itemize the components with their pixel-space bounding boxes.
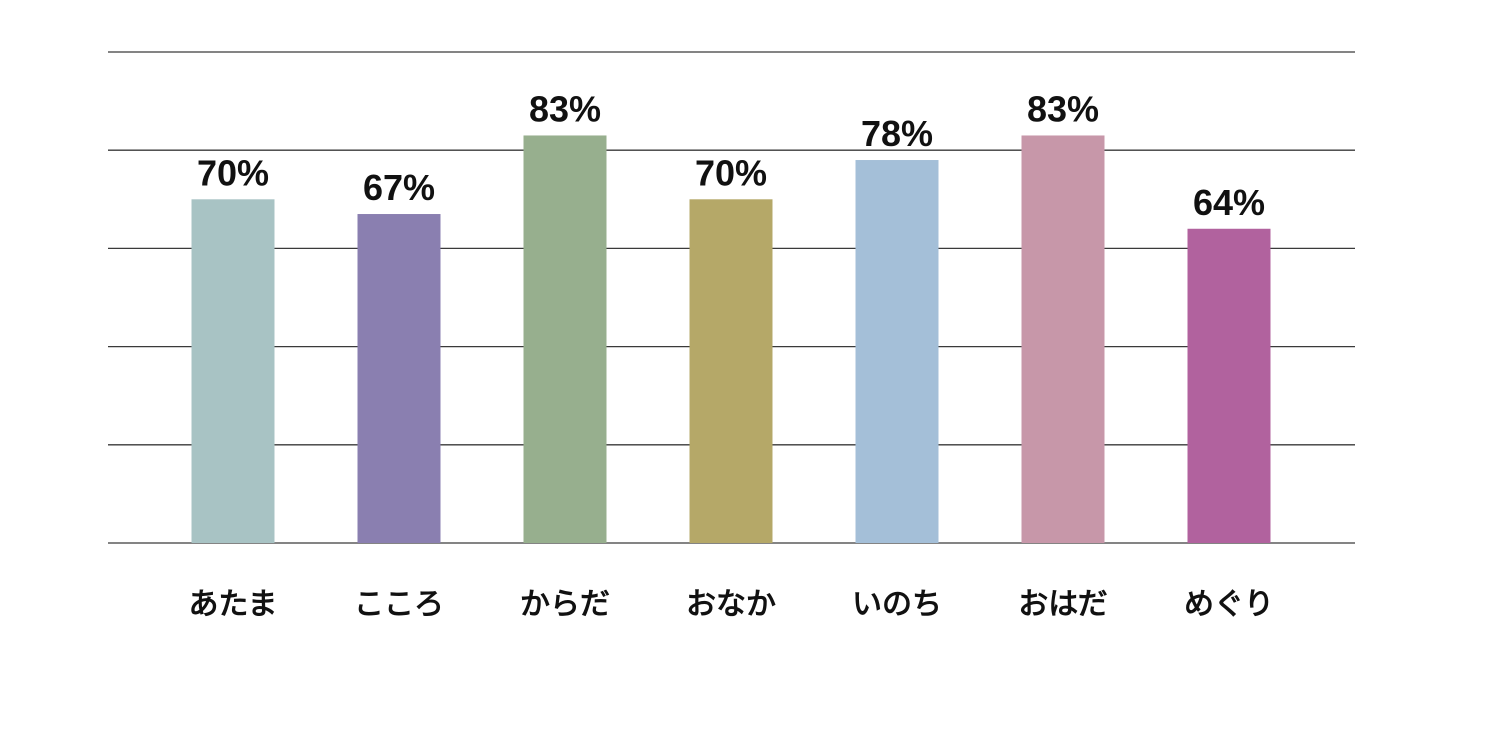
bar-4 bbox=[689, 199, 773, 544]
value-label-6: 83% bbox=[1027, 88, 1099, 129]
value-label-2: 67% bbox=[363, 167, 435, 208]
bar-2 bbox=[357, 214, 441, 543]
bars bbox=[191, 135, 1271, 544]
category-label-6: おはだ bbox=[1018, 587, 1107, 622]
category-label-1: あたま bbox=[188, 587, 277, 622]
bar-6 bbox=[1021, 135, 1105, 543]
category-label-5: いのち bbox=[852, 587, 942, 622]
bar-5 bbox=[855, 160, 939, 543]
value-label-5: 78% bbox=[861, 113, 933, 154]
category-label-3: からだ bbox=[520, 587, 610, 622]
category-label-4: おなか bbox=[686, 587, 776, 622]
bar-7 bbox=[1187, 228, 1271, 543]
value-label-4: 70% bbox=[695, 152, 767, 193]
value-label-3: 83% bbox=[529, 88, 601, 129]
category-label-2: こころ bbox=[354, 587, 444, 622]
bar-3 bbox=[523, 135, 607, 543]
value-label-1: 70% bbox=[197, 152, 269, 193]
value-labels: 70% 67% 83% 70% 78% 83% 64% bbox=[197, 88, 1265, 222]
value-label-7: 64% bbox=[1193, 182, 1265, 223]
category-label-7: めぐり bbox=[1184, 587, 1274, 622]
bar-1 bbox=[191, 199, 275, 544]
category-labels: あたま こころ からだ おなか いのち おはだ めぐり bbox=[188, 587, 1274, 622]
